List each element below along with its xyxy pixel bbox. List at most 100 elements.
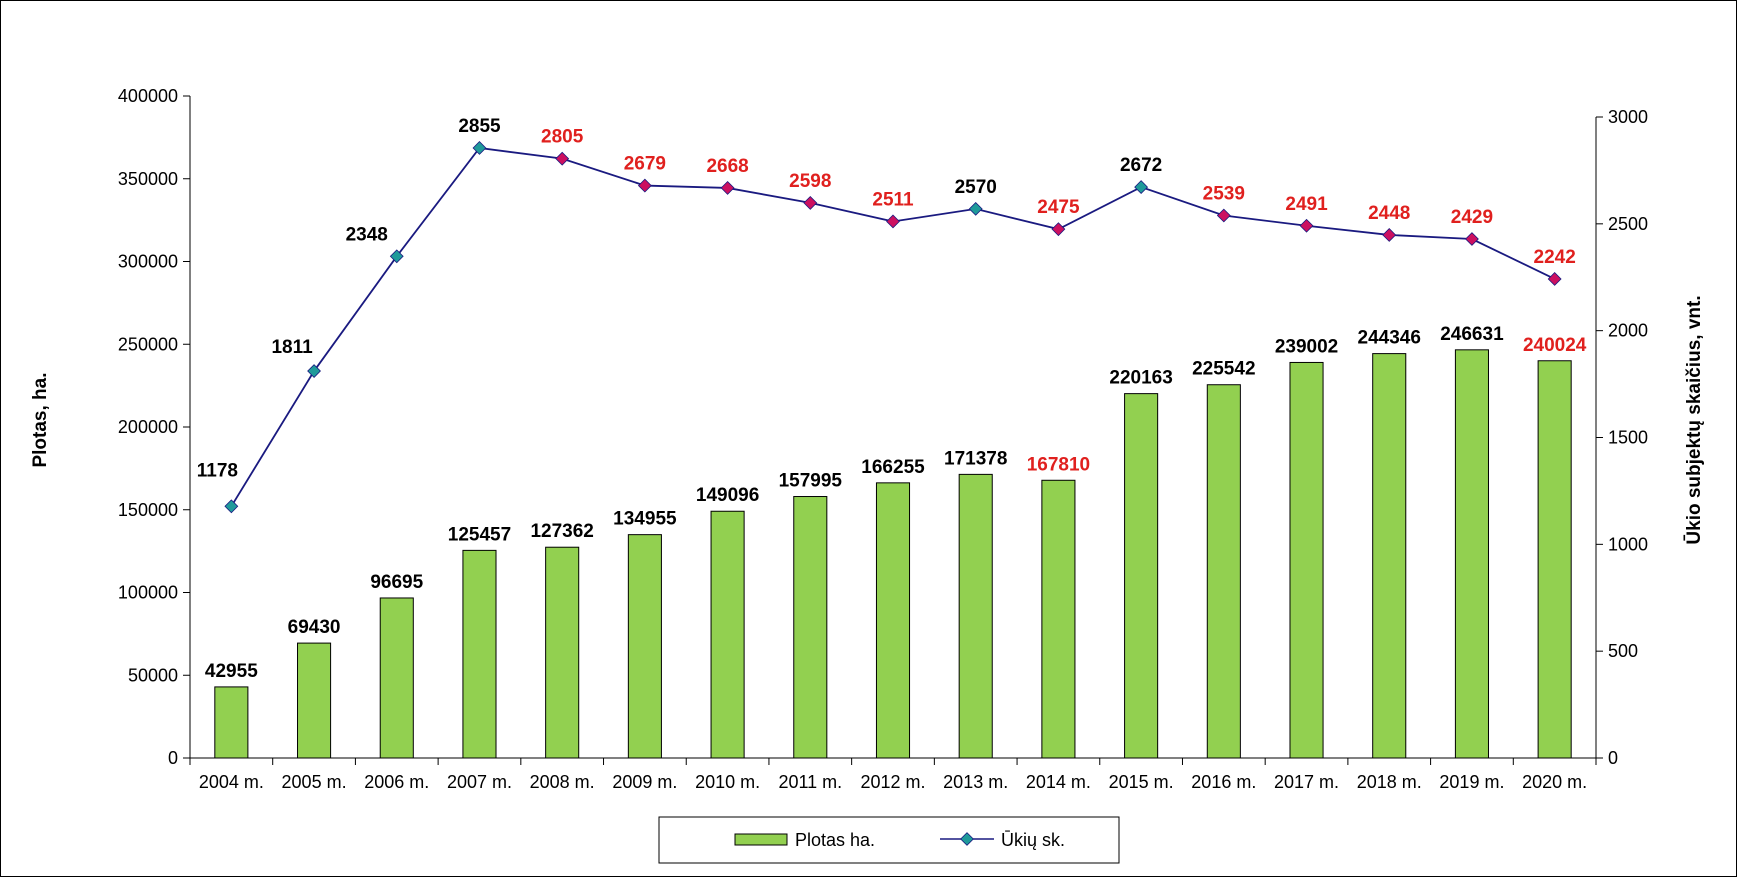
line-point xyxy=(1465,232,1479,246)
y-tick-label: 100000 xyxy=(118,583,178,603)
bar-value-label: 240024 xyxy=(1523,335,1587,356)
x-tick-label: 2004 m. xyxy=(199,772,264,792)
bar-value-label: 125457 xyxy=(448,524,511,545)
x-tick-label: 2020 m. xyxy=(1522,772,1587,792)
line-value-label: 2511 xyxy=(872,189,914,210)
x-tick-label: 2006 m. xyxy=(364,772,429,792)
y2-tick-label: 1000 xyxy=(1608,534,1648,554)
line-point xyxy=(1547,272,1562,286)
bar xyxy=(462,549,497,759)
x-tick-label: 2012 m. xyxy=(860,772,925,792)
line-point xyxy=(803,195,818,210)
bar-value-label: 149096 xyxy=(696,485,759,506)
x-tick-label: 2005 m. xyxy=(282,772,347,792)
line-point xyxy=(720,181,735,195)
line-value-label: 2672 xyxy=(1120,155,1162,176)
bar-value-label: 157995 xyxy=(779,471,843,492)
line-point xyxy=(886,214,900,229)
y2-tick-label: 2500 xyxy=(1608,214,1648,234)
bar-value-label: 167810 xyxy=(1027,454,1090,475)
y-tick-label: 200000 xyxy=(118,417,178,437)
bar xyxy=(1206,384,1241,759)
x-tick-label: 2013 m. xyxy=(943,772,1008,792)
bar xyxy=(793,496,828,759)
bar-series xyxy=(214,349,1572,759)
y2-tick-label: 2000 xyxy=(1608,321,1648,341)
y2-tick-label: 1500 xyxy=(1608,428,1648,448)
y-tick-label: 50000 xyxy=(128,665,178,685)
bar-value-label: 96695 xyxy=(370,572,423,593)
bar-value-label: 69430 xyxy=(288,617,341,638)
line-value-label: 1178 xyxy=(197,460,238,481)
axes-group: 0 50000 100000 150000 200000 250000 300000 3500… xyxy=(118,86,1648,792)
bar xyxy=(1041,479,1076,759)
y-tick-label: 400000 xyxy=(118,86,178,106)
bar xyxy=(545,546,580,759)
x-tick-label: 2008 m. xyxy=(530,772,595,792)
line-value-label: 2475 xyxy=(1037,197,1080,218)
legend-box xyxy=(658,816,1120,864)
bar-value-label: 134955 xyxy=(613,509,677,530)
line-point xyxy=(224,499,239,514)
x-tick-label: 2009 m. xyxy=(612,772,677,792)
line-point xyxy=(307,364,321,378)
legend-label-line: Ūkių sk. xyxy=(1001,830,1065,850)
line-value-label: 2429 xyxy=(1451,207,1493,228)
line-value-label: 2855 xyxy=(458,116,501,137)
bar xyxy=(1537,360,1572,759)
y-tick-label: 0 xyxy=(168,748,178,768)
bar xyxy=(1372,353,1407,759)
line-series xyxy=(224,141,1562,514)
line-value-label: 1811 xyxy=(271,337,313,358)
bar-value-label: 244346 xyxy=(1358,328,1421,349)
y-tick-label: 250000 xyxy=(118,334,178,354)
bar xyxy=(710,510,745,759)
bar-value-label: 171378 xyxy=(944,448,1007,469)
bar-value-label: 239002 xyxy=(1275,336,1338,357)
line-point xyxy=(1134,180,1149,195)
bar xyxy=(1124,393,1159,759)
y-axis-title: Plotas, ha. xyxy=(30,372,51,467)
bar xyxy=(297,642,332,759)
bar xyxy=(379,597,414,759)
line-value-label: 2679 xyxy=(624,154,666,175)
x-tick-label: 2011 m. xyxy=(778,772,842,792)
line-point xyxy=(1216,208,1231,223)
line-value-label: 2348 xyxy=(346,224,388,245)
x-tick-label: 2007 m. xyxy=(447,772,512,792)
line-value-label: 2448 xyxy=(1368,203,1410,224)
x-tick-label: 2017 m. xyxy=(1274,772,1339,792)
bar xyxy=(1289,361,1324,759)
line-value-label: 2242 xyxy=(1534,247,1576,268)
legend-bar-swatch xyxy=(734,833,788,846)
legend: Plotas ha. Ūkių sk. xyxy=(658,816,1120,864)
bar xyxy=(1454,349,1489,759)
bar-value-label: 246631 xyxy=(1440,324,1504,345)
x-tick-label: 2018 m. xyxy=(1357,772,1422,792)
line-value-label: 2539 xyxy=(1203,184,1245,205)
x-tick-label: 2010 m. xyxy=(695,772,760,792)
bar-value-label: 225542 xyxy=(1192,359,1255,380)
bar xyxy=(214,686,249,759)
line-point xyxy=(1051,222,1066,237)
line-value-label: 2570 xyxy=(955,177,997,198)
line-point xyxy=(1299,218,1314,233)
y2-tick-label: 3000 xyxy=(1608,107,1648,127)
x-tick-label: 2015 m. xyxy=(1109,772,1174,792)
line-value-label: 2598 xyxy=(789,171,831,192)
line-point xyxy=(389,249,404,264)
y-tick-label: 350000 xyxy=(118,169,178,189)
bar-value-label: 127362 xyxy=(530,521,593,542)
line-point xyxy=(968,201,983,216)
bar-value-label: 220163 xyxy=(1109,368,1172,389)
y-tick-label: 150000 xyxy=(118,500,178,520)
legend-label-bars: Plotas ha. xyxy=(795,830,875,850)
y2-tick-label: 500 xyxy=(1608,641,1638,661)
line-point xyxy=(637,178,652,193)
y2-tick-label: 0 xyxy=(1608,748,1618,768)
x-tick-label: 2016 m. xyxy=(1191,772,1256,792)
legend-marker-swatch xyxy=(960,832,974,846)
line-value-label: 2805 xyxy=(541,127,584,148)
